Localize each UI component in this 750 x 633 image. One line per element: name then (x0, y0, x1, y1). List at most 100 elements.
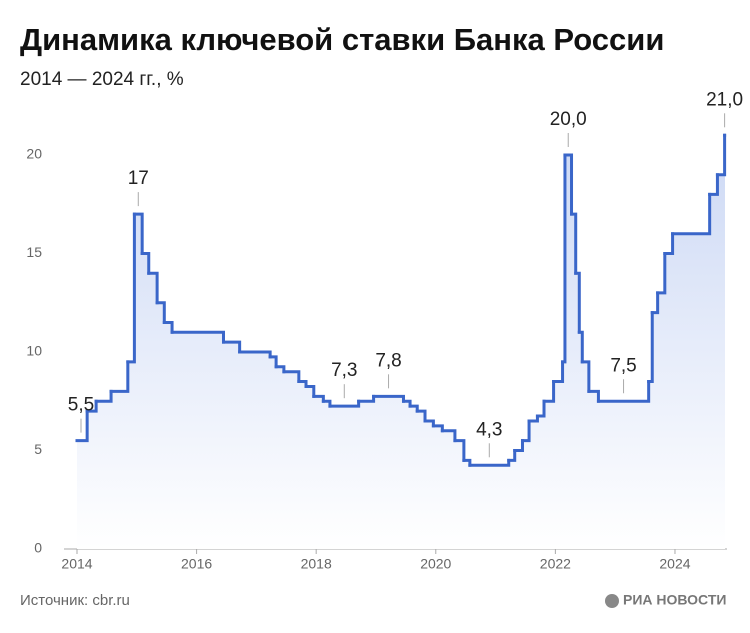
step-line (580, 360, 591, 393)
step-line (140, 252, 151, 275)
step-line (715, 133, 727, 177)
step-line (520, 419, 531, 443)
area-fill (425, 420, 434, 549)
area-fill (514, 450, 523, 549)
step-line (221, 340, 242, 354)
area-fill (575, 273, 580, 549)
area-fill (164, 322, 173, 549)
area-fill (717, 174, 726, 549)
area-fill (588, 391, 599, 549)
area-fill (142, 253, 150, 549)
x-tick-label: 2020 (420, 556, 451, 572)
step-line (671, 192, 712, 236)
step-line (542, 380, 556, 403)
step-line (155, 301, 166, 324)
area-fill (417, 411, 426, 549)
area-fill (672, 233, 711, 550)
area-fill (283, 371, 300, 549)
area-fill (172, 332, 224, 549)
y-tick-label: 0 (34, 540, 42, 556)
value-label: 17 (128, 168, 149, 189)
area-fill (664, 253, 674, 549)
step-line (304, 384, 316, 398)
step-line (282, 370, 301, 384)
area-fill (648, 381, 653, 549)
area-fill (579, 332, 583, 549)
value-label: 7,5 (610, 355, 636, 376)
area-fill (522, 440, 530, 549)
value-label: 5,5 (68, 395, 94, 416)
step-line (440, 429, 457, 443)
step-line (570, 212, 578, 275)
area-fill (270, 356, 277, 549)
area-fill (454, 440, 465, 549)
area-fill (469, 465, 510, 549)
step-line (94, 389, 113, 403)
step-line (453, 439, 466, 462)
area-fill (564, 155, 573, 549)
y-tick-label: 10 (26, 343, 42, 359)
step-line (415, 409, 427, 423)
step-line (328, 399, 361, 408)
area-fill (598, 401, 650, 549)
area-fill (442, 430, 456, 549)
area-fill (157, 302, 165, 549)
step-line (357, 394, 376, 403)
step-line (647, 311, 654, 384)
value-label: 20,0 (550, 109, 587, 130)
area-fill (529, 420, 538, 549)
step-line (162, 320, 174, 334)
step-line (507, 449, 517, 462)
area-fill (306, 386, 315, 549)
area-fill (313, 396, 324, 549)
step-line (132, 212, 144, 255)
step-line (596, 380, 651, 403)
area-fill (358, 401, 375, 549)
brand-icon (605, 594, 619, 608)
step-line (297, 380, 308, 388)
y-tick-label: 15 (26, 244, 42, 260)
area-fill (652, 312, 659, 549)
area-fill (111, 391, 129, 549)
area-fill (544, 401, 555, 549)
step-line (312, 394, 325, 403)
step-line (462, 458, 472, 467)
area-fill (562, 361, 566, 549)
area-fill (373, 396, 404, 549)
area-fill (148, 273, 158, 549)
area-fill (239, 352, 271, 549)
y-tick-label: 5 (34, 441, 42, 457)
step-line (423, 419, 435, 428)
x-tick-label: 2018 (301, 556, 332, 572)
area-fill (709, 194, 718, 549)
area-fill (87, 411, 97, 549)
area-fill (276, 366, 285, 549)
area-fill (298, 381, 307, 549)
step-line (535, 399, 546, 418)
step-line (708, 173, 719, 196)
step-line (85, 399, 98, 413)
step-line (408, 404, 419, 413)
area-fill (433, 425, 443, 549)
area-fill (403, 401, 411, 549)
area-fill (410, 406, 418, 549)
x-tick-label: 2014 (61, 556, 92, 572)
value-label: 4,3 (476, 419, 502, 440)
chart-title: Динамика ключевой ставки Банка России (20, 22, 664, 57)
step-line (650, 291, 660, 315)
source: Источник: cbr.ru (20, 592, 130, 609)
step-line (587, 389, 600, 403)
area-fill (582, 361, 590, 549)
area-fill (657, 292, 666, 549)
chart-subtitle: 2014 — 2024 гг., % (20, 69, 184, 90)
area-fill (463, 460, 471, 549)
step-line (75, 409, 89, 443)
area-fill (553, 381, 564, 549)
area-fill (508, 460, 516, 549)
area-fill (537, 416, 545, 549)
step-line (656, 252, 667, 295)
value-label: 7,8 (375, 350, 401, 371)
x-tick-label: 2022 (540, 556, 571, 572)
